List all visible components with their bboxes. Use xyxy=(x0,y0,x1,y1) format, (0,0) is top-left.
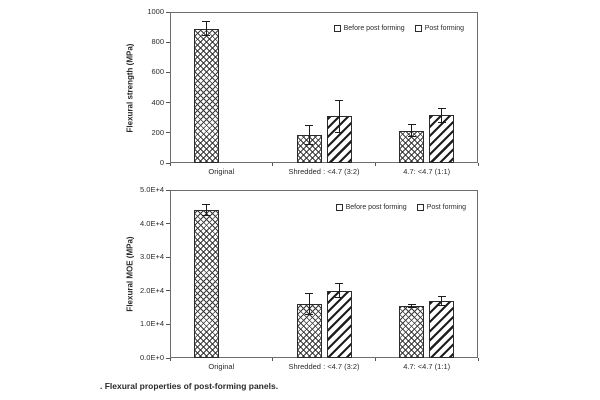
y-tick-mark xyxy=(166,290,170,292)
error-bar-line xyxy=(205,204,207,217)
error-bar-line xyxy=(441,107,443,123)
x-category-label: 4.7: <4.7 (1:1) xyxy=(403,167,451,176)
bar-before-post-forming xyxy=(193,28,219,163)
bar-post-forming xyxy=(429,115,455,163)
y-tick-mark xyxy=(166,223,170,225)
plot-area: Before post forming Post forming xyxy=(170,190,478,358)
x-tick-mark xyxy=(477,358,479,361)
bar-post-forming xyxy=(326,290,352,358)
x-category-label: 4.7: <4.7 (1:1) xyxy=(403,362,451,371)
y-tick-mark xyxy=(166,41,170,43)
legend-label: Post forming xyxy=(426,204,466,211)
y-tick-mark xyxy=(166,162,170,164)
bar-post-forming xyxy=(429,300,455,358)
error-bar-cap-bottom xyxy=(305,143,313,145)
error-bar-line xyxy=(308,125,310,145)
error-bar-cap-top xyxy=(202,21,211,23)
error-bar-cap-bottom xyxy=(335,131,343,133)
y-tick-label: 2.0E+4 xyxy=(140,285,164,295)
error-bar-line xyxy=(205,21,207,37)
y-tick-label: 3.0E+4 xyxy=(140,252,164,262)
error-bar-cap-top xyxy=(305,293,313,295)
y-axis-title: Flexural MOE (MPa) xyxy=(125,236,135,312)
legend-item: Before post forming xyxy=(333,25,405,32)
legend-label: Before post forming xyxy=(345,204,407,211)
legend-label: Post forming xyxy=(424,25,464,32)
x-category-label: Original xyxy=(208,167,235,176)
y-tick-label: 400 xyxy=(151,97,164,107)
x-tick-mark xyxy=(374,163,376,166)
plot-area: Before post forming Post forming xyxy=(170,12,478,163)
legend-item: Post forming xyxy=(414,25,464,32)
error-bar-cap-bottom xyxy=(437,121,446,123)
x-category-label: Original xyxy=(208,362,235,371)
error-bar-cap-bottom xyxy=(335,297,343,299)
bar-before-post-forming xyxy=(296,304,322,358)
error-bar-cap-top xyxy=(305,125,313,127)
bar-post-forming xyxy=(326,116,352,163)
error-bar-cap-bottom xyxy=(305,313,313,315)
y-tick-label: 600 xyxy=(151,67,164,77)
y-tick-mark xyxy=(166,323,170,325)
error-bar-cap-top xyxy=(407,123,416,125)
y-tick-mark xyxy=(166,102,170,104)
error-bar-line xyxy=(338,283,340,299)
bar-before-post-forming xyxy=(399,130,425,163)
x-tick-mark xyxy=(272,358,274,361)
error-bar-cap-bottom xyxy=(202,35,211,37)
error-bar-cap-bottom xyxy=(407,136,416,138)
legend-marker-crosshatch xyxy=(335,204,343,211)
bar-before-post-forming xyxy=(399,305,425,358)
error-bar-cap-top xyxy=(407,303,416,305)
x-category-label: Shredded : <4.7 (3:2) xyxy=(288,167,360,176)
error-bar-cap-top xyxy=(437,107,446,109)
legend-marker-crosshatch xyxy=(333,25,341,32)
legend: Before post forming Post forming xyxy=(333,25,464,32)
x-tick-mark xyxy=(272,163,274,166)
error-bar-cap-bottom xyxy=(437,305,446,307)
error-bar-cap-top xyxy=(202,204,211,206)
bar-before-post-forming xyxy=(193,210,219,358)
y-tick-label: 200 xyxy=(151,127,164,137)
legend-item: Post forming xyxy=(416,204,466,211)
error-bar-line xyxy=(308,293,310,315)
y-tick-mark xyxy=(166,189,170,191)
y-tick-label: 1000 xyxy=(147,7,164,16)
y-tick-mark xyxy=(166,71,170,73)
error-bar-line xyxy=(338,99,340,133)
y-tick-label: 1.0E+4 xyxy=(140,319,164,329)
y-tick-label: 0 xyxy=(159,158,164,167)
legend: Before post forming Post forming xyxy=(335,204,466,211)
x-category-label: Shredded : <4.7 (3:2) xyxy=(288,362,360,371)
x-tick-mark xyxy=(374,358,376,361)
y-tick-label: 0.0E+0 xyxy=(140,353,164,362)
error-bar-cap-top xyxy=(335,99,343,101)
error-bar-cap-bottom xyxy=(407,306,416,308)
y-tick-label: 4.0E+4 xyxy=(140,218,164,228)
error-bar-cap-bottom xyxy=(202,215,211,217)
x-tick-mark xyxy=(169,163,171,166)
y-tick-mark xyxy=(166,357,170,359)
y-tick-mark xyxy=(166,132,170,134)
legend-marker-diagonal xyxy=(416,204,424,211)
error-bar-cap-top xyxy=(437,295,446,297)
legend-item: Before post forming xyxy=(335,204,407,211)
figure-caption: . Flexural properties of post-forming pa… xyxy=(100,381,279,391)
error-bar-line xyxy=(411,303,413,308)
error-bar-line xyxy=(411,123,413,138)
error-bar-line xyxy=(441,295,443,307)
error-bar-cap-top xyxy=(335,283,343,285)
y-tick-mark xyxy=(166,256,170,258)
y-tick-mark xyxy=(166,11,170,13)
legend-label: Before post forming xyxy=(343,25,405,32)
x-tick-mark xyxy=(169,358,171,361)
y-tick-label: 5.0E+4 xyxy=(140,185,164,194)
x-tick-mark xyxy=(477,163,479,166)
legend-marker-diagonal xyxy=(414,25,422,32)
y-tick-label: 800 xyxy=(151,37,164,47)
